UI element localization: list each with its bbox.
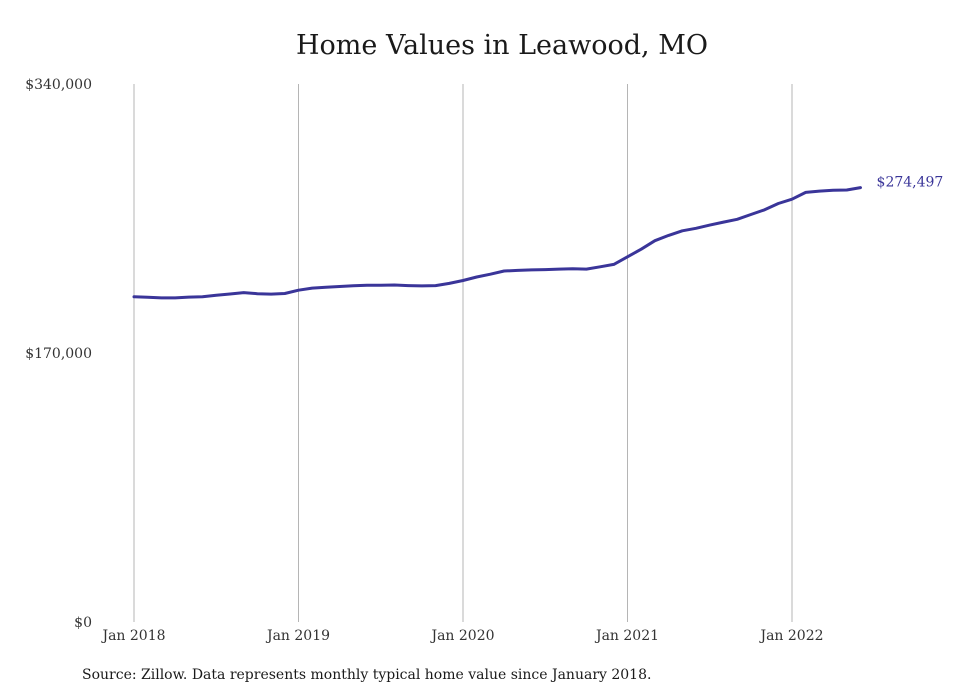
series-group — [132, 186, 862, 300]
end-value-label: $274,497 — [877, 175, 944, 191]
y-tick-label: $0 — [74, 615, 92, 631]
x-tick-label: Jan 2021 — [594, 628, 659, 644]
chart-title: Home Values in Leawood, MO — [296, 30, 708, 61]
gridlines — [133, 84, 793, 622]
x-axis: Jan 2018 Jan 2019 Jan 2020 Jan 2021 Jan 2022 — [100, 628, 823, 644]
y-tick-label: $170,000 — [25, 346, 92, 362]
home-value-line — [132, 186, 862, 300]
source-note: Source: Zillow. Data represents monthly … — [82, 667, 652, 683]
x-tick-label: Jan 2019 — [265, 628, 330, 644]
y-axis: $0 $170,000 $340,000 — [25, 77, 92, 631]
x-tick-label: Jan 2018 — [100, 628, 165, 644]
end-label-group: $274,497 — [877, 175, 944, 191]
y-tick-label: $340,000 — [25, 77, 92, 93]
x-tick-label: Jan 2020 — [429, 628, 494, 644]
x-tick-label: Jan 2022 — [758, 628, 823, 644]
